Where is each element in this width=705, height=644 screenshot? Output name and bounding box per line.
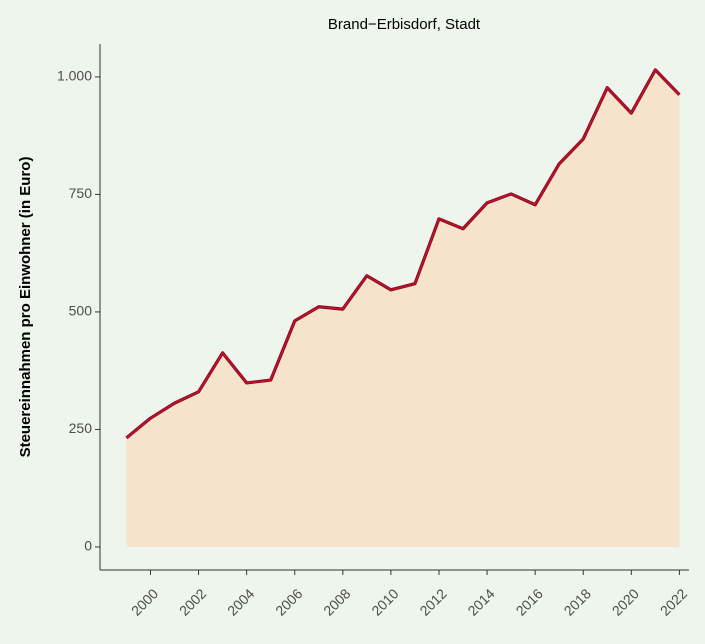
y-tick-label: 500: [69, 303, 93, 319]
area: [126, 69, 680, 547]
y-tick-label: 0: [84, 538, 92, 554]
line: [125, 69, 680, 439]
chart-title: Brand−Erbisdorf, Stadt: [328, 16, 481, 33]
y-tick-label: 250: [69, 420, 93, 436]
y-axis-label: Steuereinnahmen pro Einwohner (in Euro): [17, 157, 34, 458]
y-tick-label: 750: [69, 185, 93, 201]
y-tick-label: 1.000: [57, 68, 92, 84]
